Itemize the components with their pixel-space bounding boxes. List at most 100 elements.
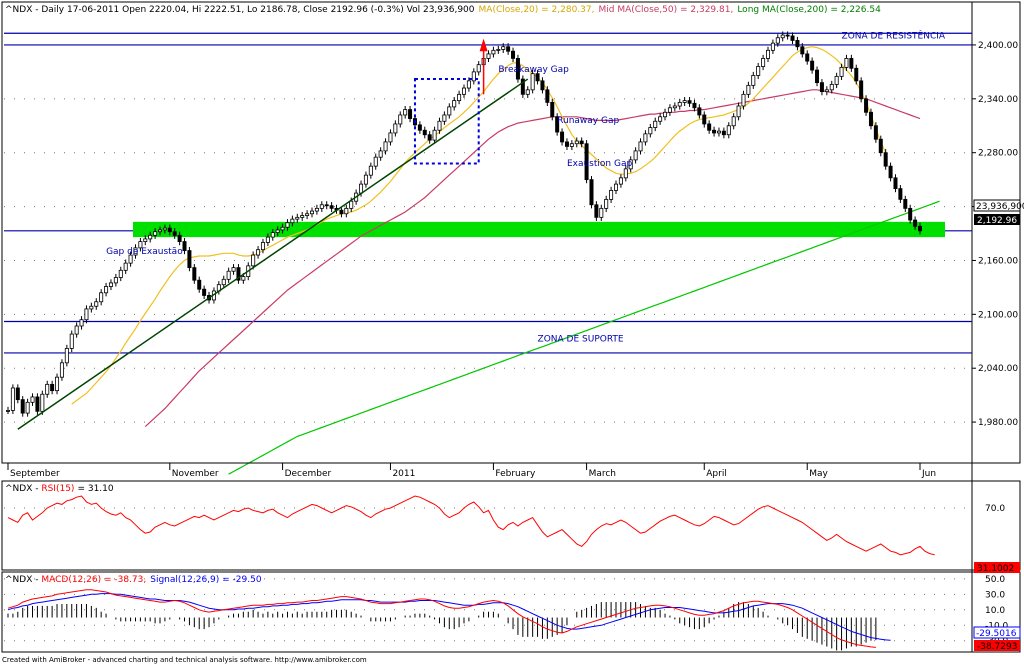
rsi-value-tag (974, 562, 1020, 573)
candle-body (819, 82, 824, 93)
candle-body (560, 131, 565, 143)
candle-body (182, 241, 187, 251)
volume-tag-text: 23,936,900 (976, 202, 1024, 212)
rsi-layer: 70.0 31.1002 (4, 495, 1020, 574)
candle-body (707, 123, 712, 131)
annotation-label: Exaustion Gap (567, 159, 633, 169)
candle-body (810, 60, 815, 71)
candle-body (393, 123, 398, 134)
candle-body (829, 84, 834, 91)
candle-body (501, 46, 506, 50)
signal-value-tag (973, 626, 1021, 639)
candle-body (344, 207, 349, 215)
signal-value-tag-text: -29.5016 (976, 629, 1017, 639)
macd-panel (1, 571, 1021, 653)
candle-body (251, 254, 256, 267)
candle-body (79, 319, 84, 327)
candle-body (452, 100, 457, 108)
candle-body (496, 49, 501, 51)
candle-body (834, 75, 839, 85)
candle-body (824, 89, 829, 93)
signal-line (7, 593, 891, 641)
candle-body (349, 200, 354, 209)
candle-body (746, 84, 751, 95)
candle-body (128, 254, 133, 264)
candle-body (883, 152, 888, 167)
candle-body (854, 67, 859, 82)
candle-body (20, 399, 25, 414)
candle-body (643, 133, 648, 143)
macd-layer: 50.030.010.0-10.0-30.0-29.5016-38.7293 (4, 575, 1021, 652)
candle-body (702, 114, 707, 125)
candle-body (604, 198, 609, 209)
rsi-value-tag-text: 31.1002 (977, 564, 1014, 574)
candle-body (555, 116, 560, 133)
candle-body (84, 308, 89, 321)
candle-body (589, 179, 594, 206)
candle-body (564, 141, 569, 147)
macd-line (7, 589, 876, 648)
candle-body (795, 40, 800, 48)
candle-body (256, 249, 261, 256)
candle-body (506, 46, 511, 52)
candle-body (329, 205, 334, 209)
candle-body (550, 102, 555, 118)
candle-body (574, 140, 579, 145)
gap-box (413, 78, 480, 165)
annotation-label: Gap de Exaustão (106, 247, 183, 257)
candle-body (241, 276, 246, 281)
moving-averages (71, 46, 940, 475)
candle-body (290, 218, 295, 224)
candle-body (520, 78, 525, 95)
candle-body (89, 305, 94, 310)
annotation-label: Runaway Gap (557, 116, 619, 126)
candle-body (280, 226, 285, 231)
y-tick-label: 2,280.00 (978, 149, 1018, 159)
annotation-label: Breakaway Gap (498, 65, 569, 75)
y-tick-label: 2,160.00 (978, 256, 1018, 266)
candle-body (893, 177, 898, 190)
candle-body (859, 80, 864, 100)
candle-body (741, 93, 746, 107)
candle-body (486, 53, 491, 59)
ma200-line (228, 200, 940, 475)
candle-body (599, 207, 604, 218)
candle-body (873, 125, 878, 140)
candle-body (64, 348, 69, 364)
candle-body (623, 168, 628, 179)
candle-body (761, 58, 766, 67)
candle-body (839, 66, 844, 77)
candle-body (721, 130, 726, 136)
candle-body (398, 114, 403, 125)
macd-title: ^NDX - MACD(12,26) = -38.73, Signal(12,26… (5, 575, 262, 585)
candle-body (864, 98, 869, 113)
candle-body (849, 58, 854, 69)
candle-body (359, 183, 364, 194)
candle-body (25, 401, 30, 414)
candle-body (226, 270, 231, 280)
candle-body (815, 69, 820, 84)
candle-body (153, 231, 158, 236)
candle-body (466, 80, 471, 89)
price-y-axis: 1,980.002,040.002,100.002,160.002,220.00… (972, 41, 1024, 428)
candle-body (780, 34, 785, 39)
candle-body (770, 42, 775, 51)
candle-body (878, 138, 883, 154)
rsi-panel (1, 480, 1021, 571)
candle-body (457, 93, 462, 102)
candle-body (667, 107, 672, 113)
footer-credit: Created with AmiBroker - advanced charti… (2, 656, 367, 664)
candle-body (687, 100, 692, 104)
candle-body (236, 267, 241, 281)
candle-body (378, 150, 383, 158)
candle-body (908, 207, 913, 221)
gap-arrow-head (479, 38, 488, 52)
rsi-line (7, 495, 935, 556)
candle-body (609, 190, 614, 200)
candle-body (535, 73, 540, 82)
candle-body (50, 383, 55, 392)
macd-value-tag (974, 640, 1020, 651)
candle-body (653, 120, 658, 128)
